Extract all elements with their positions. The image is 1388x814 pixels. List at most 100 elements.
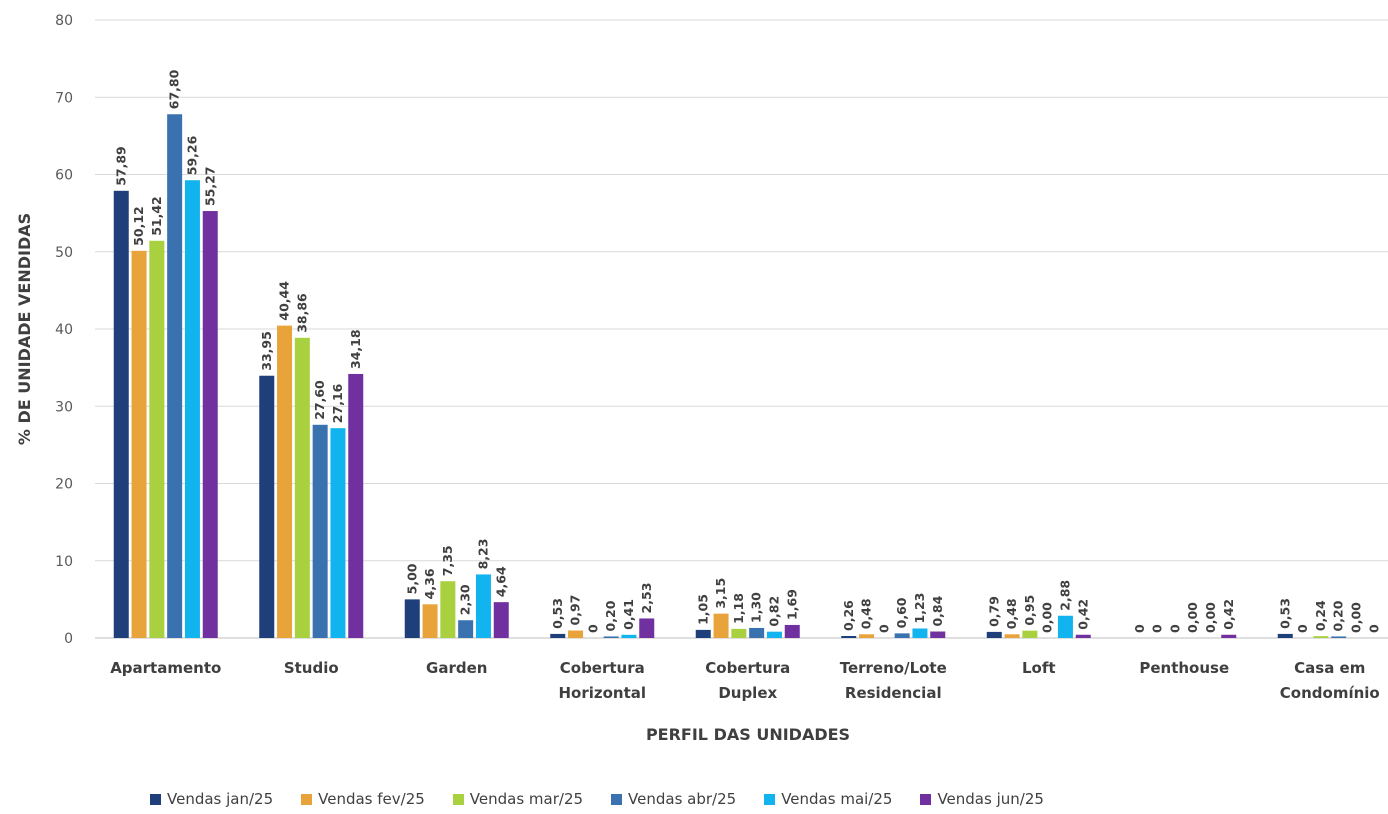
data-label: 1,18 <box>731 593 746 624</box>
x-tick-label: Studio <box>284 659 339 677</box>
data-label: 34,18 <box>348 329 363 369</box>
bar <box>149 240 165 638</box>
bar <box>766 631 782 638</box>
bar <box>841 635 857 638</box>
bar <box>568 630 584 638</box>
bar <box>440 581 456 638</box>
data-label: 0 <box>1366 624 1381 633</box>
bar <box>986 631 1002 638</box>
data-label: 0,20 <box>1331 600 1346 631</box>
legend-label: Vendas abr/25 <box>628 790 737 808</box>
data-label: 2,30 <box>458 584 473 615</box>
gridlines <box>95 19 1388 639</box>
x-tick-label: Cobertura <box>705 659 790 677</box>
bar <box>930 631 946 638</box>
legend-item: Vendas fev/25 <box>301 790 425 808</box>
data-label: 2,53 <box>639 583 654 614</box>
y-tick-label: 10 <box>55 554 73 570</box>
x-axis-categories: Apartamento Studio Garden Cobertura Horizont… <box>110 659 1380 702</box>
legend-swatch <box>611 793 623 805</box>
bar <box>621 634 637 638</box>
bar <box>1057 615 1073 638</box>
data-label: 0,97 <box>568 595 583 626</box>
bar <box>348 373 364 638</box>
data-label: 3,15 <box>713 578 728 609</box>
bar <box>184 180 200 639</box>
data-label: 4,64 <box>493 566 508 597</box>
bars <box>113 114 1347 639</box>
data-label: 1,05 <box>695 594 710 625</box>
bar <box>167 114 183 639</box>
data-label: 4,36 <box>422 568 437 599</box>
data-label: 0,41 <box>621 599 636 630</box>
data-label: 50,12 <box>131 206 146 246</box>
data-label: 5,00 <box>404 563 419 594</box>
legend-swatch <box>764 793 776 805</box>
data-label: 0 <box>876 624 891 633</box>
data-label: 2,88 <box>1057 580 1072 611</box>
legend-swatch <box>920 793 932 805</box>
x-tick-label: Penthouse <box>1139 659 1229 677</box>
data-label: 27,16 <box>330 383 345 423</box>
y-axis-ticks: 0 10 20 30 40 50 60 70 80 <box>55 13 73 647</box>
data-label: 1,69 <box>784 589 799 620</box>
y-tick-label: 0 <box>64 631 73 647</box>
data-label: 0 <box>1167 624 1182 633</box>
data-label: 0,95 <box>1022 595 1037 626</box>
y-tick-label: 50 <box>55 245 73 261</box>
y-tick-label: 30 <box>55 399 73 415</box>
bar <box>131 250 147 638</box>
legend-item: Vendas mai/25 <box>764 790 892 808</box>
y-axis-title: % DE UNIDADE VENDIDAS <box>15 213 34 445</box>
bar <box>113 190 129 638</box>
legend-label: Vendas mar/25 <box>469 790 584 808</box>
bar <box>422 604 438 638</box>
bar <box>1221 634 1237 638</box>
legend-item: Vendas mar/25 <box>452 790 584 808</box>
bar <box>1022 630 1038 638</box>
bar <box>312 424 328 638</box>
bar <box>784 624 800 638</box>
data-label: 51,42 <box>149 196 164 236</box>
bar <box>894 633 910 638</box>
bar <box>294 337 310 638</box>
data-label: 0 <box>585 624 600 633</box>
y-tick-label: 40 <box>55 322 73 338</box>
data-label: 1,23 <box>912 593 927 624</box>
y-tick-label: 60 <box>55 168 73 184</box>
bar <box>1313 636 1329 638</box>
data-label: 0,42 <box>1075 599 1090 630</box>
data-label: 0 <box>1295 624 1310 633</box>
legend-item: Vendas abr/25 <box>611 790 736 808</box>
legend-item: Vendas jan/25 <box>150 790 273 808</box>
bar <box>713 613 729 638</box>
data-label: 0,79 <box>986 596 1001 627</box>
y-tick-label: 20 <box>55 477 73 493</box>
bar <box>202 211 218 638</box>
bar <box>277 325 293 638</box>
data-label: 0,20 <box>603 600 618 631</box>
bar <box>695 629 711 638</box>
data-label: 0,48 <box>859 598 874 629</box>
x-tick-label: Loft <box>1022 659 1056 677</box>
bar <box>639 618 655 638</box>
data-label: 0,60 <box>894 597 909 628</box>
x-tick-label: Terreno/Lote <box>840 659 947 677</box>
x-tick-label: Residencial <box>845 684 942 702</box>
data-label: 40,44 <box>277 281 292 321</box>
legend-label: Vendas mai/25 <box>781 790 893 808</box>
bar <box>330 428 346 638</box>
data-label: 0,26 <box>841 600 856 631</box>
y-tick-label: 70 <box>55 90 73 106</box>
data-label: 0 <box>1150 624 1165 633</box>
legend-label: Vendas fev/25 <box>318 790 425 808</box>
bar <box>404 599 420 638</box>
data-label: 7,35 <box>440 545 455 576</box>
data-label: 0,53 <box>1277 598 1292 629</box>
legend-swatch <box>150 793 161 805</box>
data-label: 55,27 <box>202 166 217 206</box>
data-label: 0,24 <box>1313 600 1328 631</box>
x-tick-label: Garden <box>426 659 487 677</box>
